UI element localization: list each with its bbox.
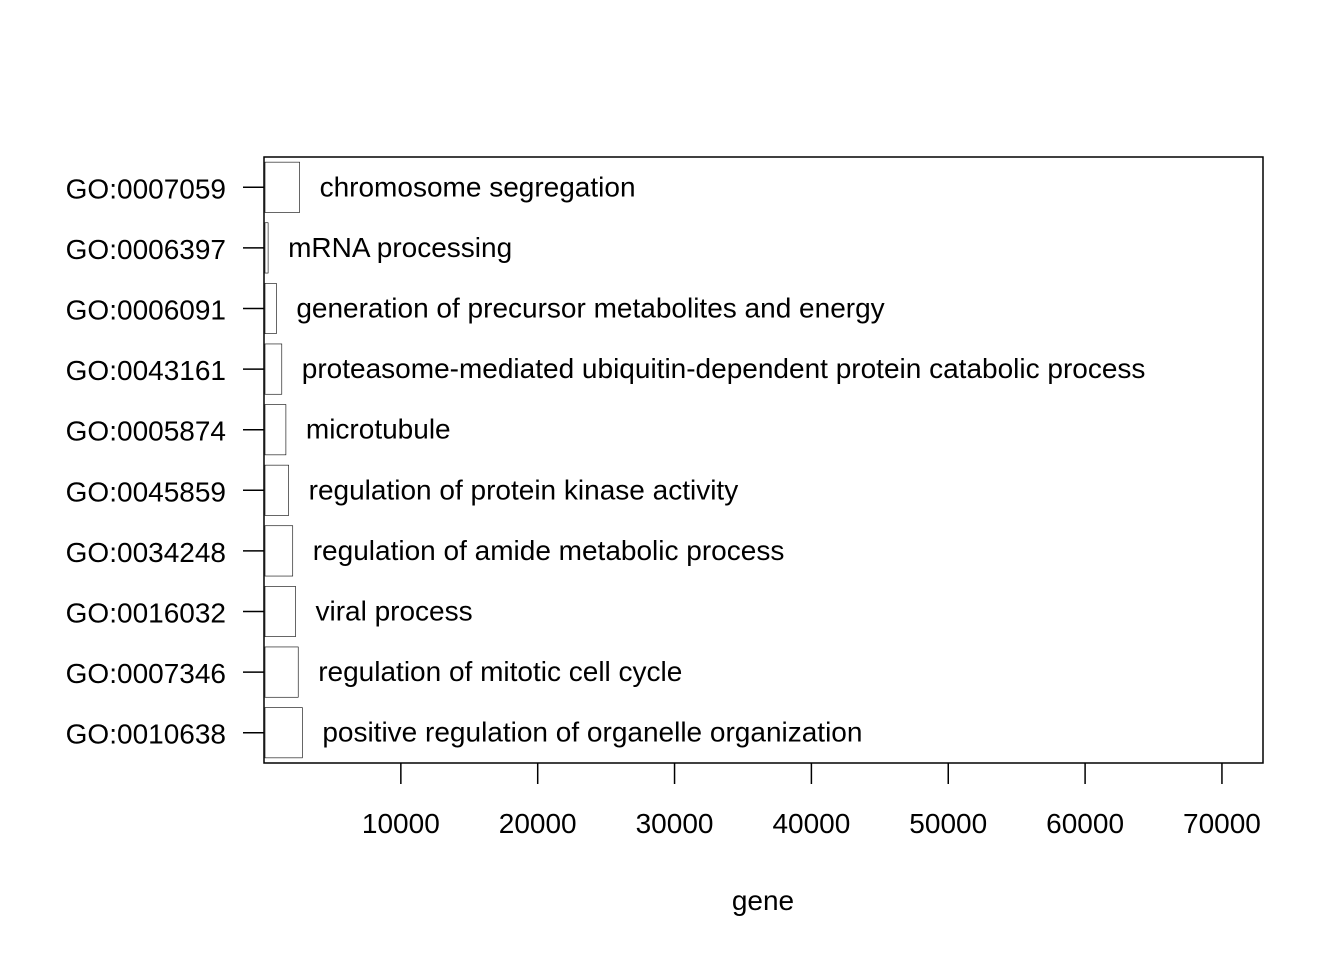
x-tick-label: 10000 <box>362 808 440 839</box>
bar-description-label: mRNA processing <box>288 232 512 263</box>
bar-description-label: regulation of protein kinase activity <box>309 474 739 505</box>
x-tick-label: 40000 <box>772 808 850 839</box>
bar <box>264 464 289 516</box>
y-tick-label: GO:0006091 <box>66 295 226 326</box>
x-tick-label: 70000 <box>1183 808 1261 839</box>
bar <box>264 161 300 213</box>
bar <box>264 404 287 456</box>
x-axis-title: gene <box>732 885 794 916</box>
bar-description-label: chromosome segregation <box>320 171 636 202</box>
bar-description-label: regulation of amide metabolic process <box>313 535 785 566</box>
bar <box>264 283 277 334</box>
bar <box>264 646 299 698</box>
bar <box>264 586 296 637</box>
y-tick-label: GO:0005874 <box>66 416 226 447</box>
bar-description-label: positive regulation of organelle organiz… <box>322 717 862 748</box>
bar-description-label: microtubule <box>306 414 451 445</box>
bar-description-label: generation of precursor metabolites and … <box>296 293 884 324</box>
bar-description-label: regulation of mitotic cell cycle <box>318 656 682 687</box>
plot-frame <box>263 156 1264 764</box>
y-tick-label: GO:0007346 <box>66 658 226 689</box>
y-tick-label: GO:0034248 <box>66 537 226 568</box>
bar <box>264 525 294 577</box>
y-tick-label: GO:0010638 <box>66 719 226 750</box>
x-tick-label: 30000 <box>636 808 714 839</box>
x-axis: 10000 20000 30000 40000 50000 60000 70000 <box>362 763 1261 839</box>
bar-descriptions-layer: chromosome segregation mRNA processing gen… <box>288 171 1145 747</box>
y-tick-label: GO:0016032 <box>66 598 226 629</box>
bar-description-label: viral process <box>315 596 472 627</box>
y-tick-label: GO:0006397 <box>66 234 226 265</box>
bar <box>264 343 283 395</box>
x-tick-label: 50000 <box>909 808 987 839</box>
x-tick-label: 20000 <box>499 808 577 839</box>
y-axis: GO:0007059 GO:0006397 GO:0006091 GO:0043161… <box>66 173 264 750</box>
y-tick-label: GO:0007059 <box>66 173 226 204</box>
x-tick-label: 60000 <box>1046 808 1124 839</box>
y-tick-label: GO:0043161 <box>66 355 226 386</box>
bar <box>264 707 303 759</box>
y-tick-label: GO:0045859 <box>66 476 226 507</box>
bar <box>264 222 269 274</box>
bar-description-label: proteasome-mediated ubiquitin-dependent … <box>302 353 1146 384</box>
bars-layer <box>264 161 303 759</box>
